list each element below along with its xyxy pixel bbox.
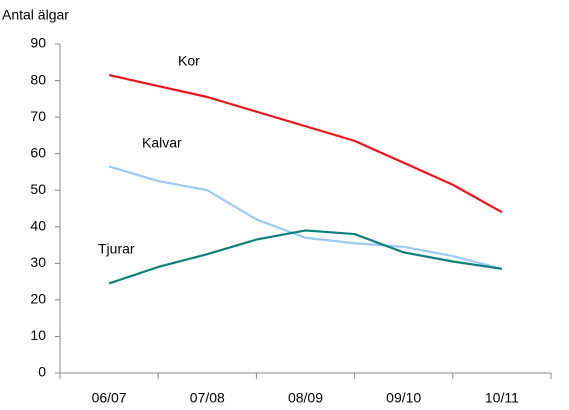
series-line <box>108 165 503 270</box>
series-label: Kalvar <box>142 135 182 151</box>
y-axis-label: Antal älgar <box>2 7 69 23</box>
y-tick-label: 50 <box>30 181 46 197</box>
y-tick-label: 60 <box>30 144 46 160</box>
series-label: Tjurar <box>98 241 135 257</box>
y-tick-label: 80 <box>30 71 46 87</box>
y-tick-label: 10 <box>30 327 46 343</box>
series-label: Kor <box>178 53 200 69</box>
y-tick-label: 40 <box>30 217 46 233</box>
y-tick-label: 20 <box>30 291 46 307</box>
x-tick-label: 06/07 <box>92 390 127 406</box>
x-tick-label: 08/09 <box>288 390 323 406</box>
x-tick-label: 09/10 <box>386 390 421 406</box>
y-tick-label: 0 <box>38 364 46 380</box>
series-line <box>108 73 503 214</box>
series-line <box>108 229 503 285</box>
x-tick-label: 10/11 <box>485 390 519 406</box>
y-tick-label: 90 <box>30 35 46 51</box>
y-tick-label: 70 <box>30 108 46 124</box>
x-tick-label: 07/08 <box>190 390 225 406</box>
y-tick-label: 30 <box>30 254 46 270</box>
